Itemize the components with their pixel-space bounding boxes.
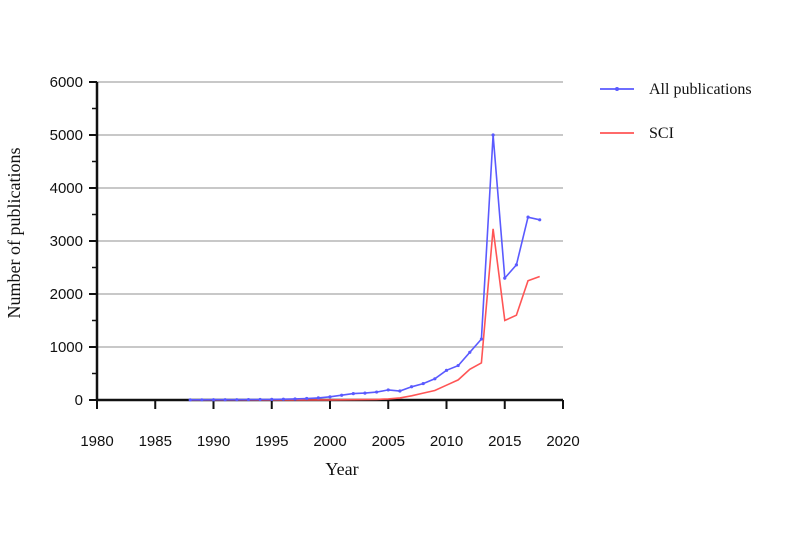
data-point-all-publications xyxy=(316,396,320,400)
data-point-all-publications xyxy=(479,337,484,341)
x-tick-label: 1990 xyxy=(197,433,230,450)
data-point-all-publications xyxy=(270,397,274,401)
data-point-all-publications xyxy=(526,215,530,219)
data-point-all-publications xyxy=(375,390,379,394)
data-point-all-publications xyxy=(211,398,216,402)
x-tick-label: 2005 xyxy=(372,433,405,450)
series-line-sci xyxy=(190,228,540,401)
data-point-all-publications xyxy=(468,350,472,354)
data-point-all-publications xyxy=(538,218,542,222)
data-point-all-publications xyxy=(200,398,204,402)
y-axis-title: Number of publications xyxy=(4,148,24,319)
data-point-all-publications xyxy=(514,263,519,267)
data-point-all-publications xyxy=(188,398,192,402)
data-point-all-publications xyxy=(351,392,355,396)
x-tick-label: 1995 xyxy=(255,433,288,450)
x-tick-label: 2000 xyxy=(313,433,346,450)
y-tick-label: 6000 xyxy=(50,74,83,91)
legend-label: All publications xyxy=(649,81,752,98)
data-point-all-publications xyxy=(246,397,251,402)
y-tick-label: 1000 xyxy=(50,339,83,356)
gridlines xyxy=(97,81,563,348)
legend-item-all-publications: All publications xyxy=(600,81,752,98)
data-point-all-publications xyxy=(281,397,285,401)
data-point-all-publications xyxy=(433,377,437,381)
data-point-all-publications xyxy=(409,385,414,389)
legend: All publications SCI xyxy=(600,81,752,142)
data-point-all-publications xyxy=(293,397,297,401)
y-tick-label: 5000 xyxy=(50,127,83,144)
series-line-all-publications xyxy=(190,134,540,401)
data-point-all-publications xyxy=(444,368,449,372)
legend-item-sci: SCI xyxy=(600,125,674,142)
data-point-all-publications xyxy=(421,381,425,386)
series xyxy=(188,133,542,402)
y-tick-label: 2000 xyxy=(50,286,83,303)
y-tick-label: 0 xyxy=(75,392,83,409)
y-tick-label: 3000 xyxy=(50,233,83,250)
ticks: 0 1000 2000 3000 4000 5000 6000 1980 1985 1990 199… xyxy=(50,74,580,450)
legend-marker xyxy=(615,87,619,91)
data-point-all-publications xyxy=(258,397,262,402)
x-tick-label: 1980 xyxy=(80,433,113,450)
x-tick-label: 2010 xyxy=(430,433,463,450)
x-tick-label: 2020 xyxy=(546,433,579,450)
data-point-all-publications xyxy=(456,363,460,368)
x-axis-title: Year xyxy=(325,459,358,479)
data-point-all-publications xyxy=(503,276,507,280)
data-point-all-publications xyxy=(386,388,390,392)
data-point-all-publications xyxy=(235,398,239,402)
data-point-all-publications xyxy=(363,391,367,395)
y-tick-label: 4000 xyxy=(50,180,83,197)
data-point-all-publications xyxy=(328,395,332,399)
data-point-all-publications xyxy=(340,393,344,397)
data-point-all-publications xyxy=(223,398,227,402)
x-tick-label: 2015 xyxy=(488,433,521,450)
data-point-all-publications xyxy=(398,389,402,393)
data-point-all-publications xyxy=(305,396,309,401)
data-point-all-publications xyxy=(491,133,495,137)
x-tick-label: 1985 xyxy=(139,433,172,450)
legend-label: SCI xyxy=(649,125,674,142)
